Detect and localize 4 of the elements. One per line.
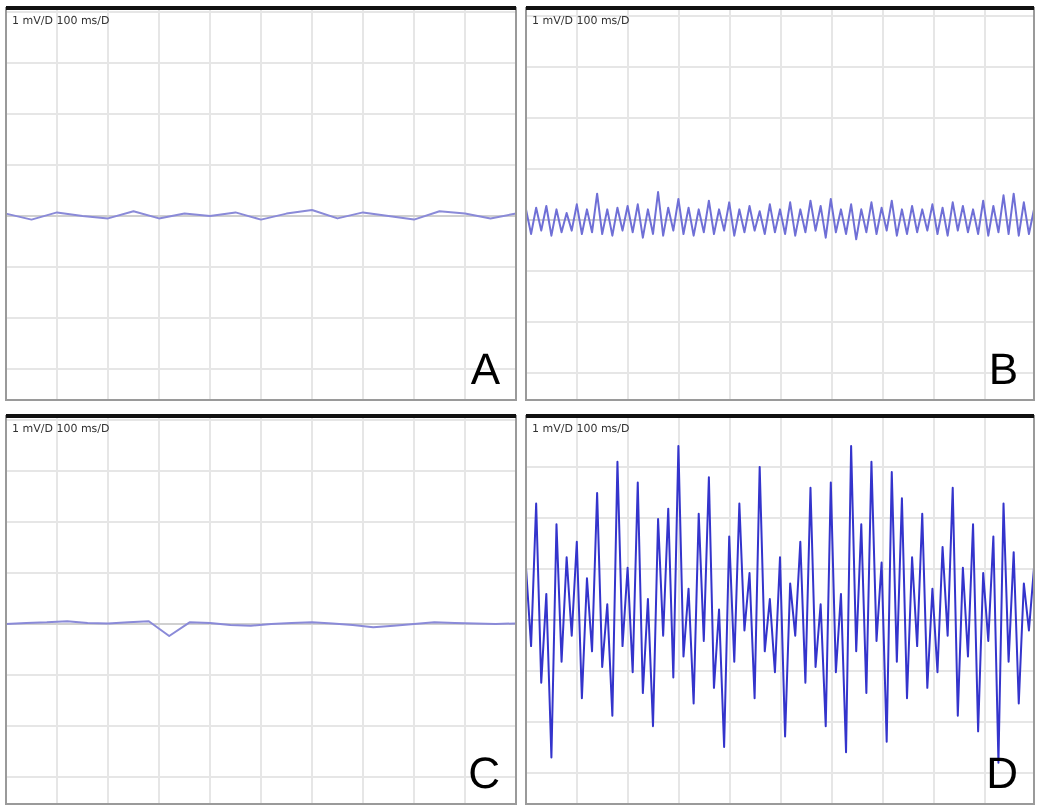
text: B — [988, 344, 1018, 394]
text: A — [470, 344, 501, 394]
annotation: D — [986, 748, 1018, 798]
text: C — [468, 748, 501, 798]
